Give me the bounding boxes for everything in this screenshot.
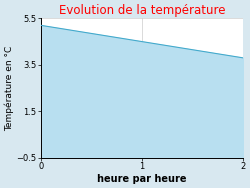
Title: Evolution de la température: Evolution de la température [59,4,225,17]
X-axis label: heure par heure: heure par heure [97,174,187,184]
Y-axis label: Température en °C: Température en °C [4,45,14,131]
